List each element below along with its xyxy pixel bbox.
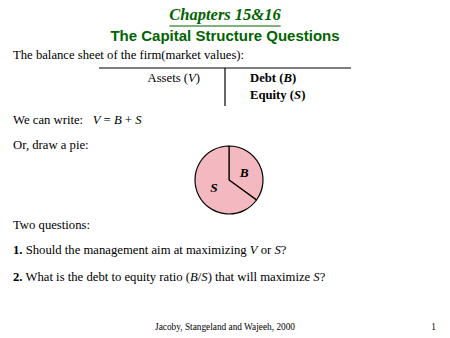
pie-slice — [195, 146, 257, 214]
title: Chapters 15&16 — [169, 5, 281, 24]
slice-label: S — [210, 180, 217, 195]
annotation: The balance sheet of the firm(market val… — [13, 48, 244, 62]
annotation: Debt (B) — [250, 71, 296, 85]
footer: 1 — [431, 322, 436, 332]
annotation: 1. Should the management aim at maximizi… — [13, 243, 287, 257]
annotation: 2. What is the debt to equity ratio (B/S… — [13, 270, 326, 284]
slide: Chapters 15&16 The Capital Structure Ques… — [0, 0, 450, 338]
table-divider — [224, 68, 225, 106]
annotation: Two questions: — [13, 218, 90, 232]
annotation: Equity (S) — [250, 88, 305, 102]
subtitle: The Capital Structure Questions — [110, 27, 339, 44]
annotation: We can write: V = B + S — [13, 113, 142, 127]
footer: Jacoby, Stangeland and Wajeeh, 2000 — [155, 322, 295, 332]
annotation: Or, draw a pie: — [13, 138, 89, 152]
annotation: Assets (V) — [147, 71, 200, 85]
slice-label: B — [239, 165, 249, 180]
pie — [195, 146, 263, 214]
